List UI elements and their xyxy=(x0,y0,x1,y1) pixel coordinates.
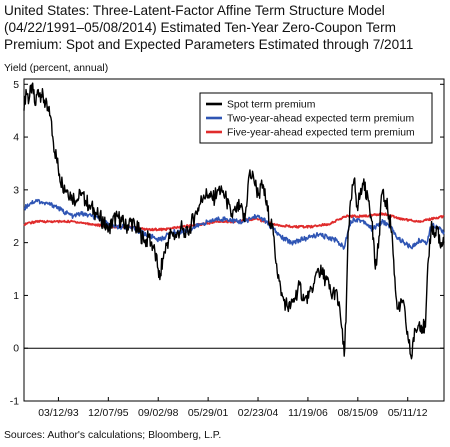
legend-label: Two-year-ahead expected term premium xyxy=(227,114,414,125)
x-tick-label: 12/07/95 xyxy=(88,408,129,419)
chart-title-line: Premium: Spot and Expected Parameters Es… xyxy=(4,37,414,52)
x-tick-label: 09/02/98 xyxy=(138,408,179,419)
x-tick-label: 08/15/09 xyxy=(338,408,379,419)
y-tick-label: 2 xyxy=(13,238,19,249)
x-tick-label: 11/19/06 xyxy=(288,408,328,419)
y-tick-label: 5 xyxy=(13,80,19,91)
x-tick-label: 05/29/01 xyxy=(188,408,229,419)
x-tick-label: 02/23/04 xyxy=(238,408,279,419)
x-tick-label: 05/11/12 xyxy=(388,408,428,419)
legend-label: Five-year-ahead expected term premium xyxy=(227,128,415,139)
x-tick-label: 03/12/93 xyxy=(38,408,79,419)
source-note: Sources: Author's calculations; Bloomber… xyxy=(4,430,222,441)
y-tick-label: 1 xyxy=(13,291,19,302)
legend: Spot term premium Two-year-ahead expected… xyxy=(199,92,433,144)
chart-title: United States: Three-Latent-Factor Affin… xyxy=(4,2,446,53)
y-tick-label: 3 xyxy=(13,185,19,196)
legend-box xyxy=(199,92,433,144)
legend-label: Spot term premium xyxy=(227,100,315,111)
chart-title-line: United States: Three-Latent-Factor Affin… xyxy=(4,3,385,18)
y-tick-label: 0 xyxy=(13,344,19,355)
series-line xyxy=(23,198,445,250)
y-tick-label: -1 xyxy=(10,397,19,408)
chart-title-line: (04/22/1991–05/08/2014) Estimated Ten-Ye… xyxy=(4,20,396,35)
y-tick-label: 4 xyxy=(13,133,19,144)
series-line xyxy=(23,82,445,360)
y-axis-label: Yield (percent, annual) xyxy=(4,63,109,74)
